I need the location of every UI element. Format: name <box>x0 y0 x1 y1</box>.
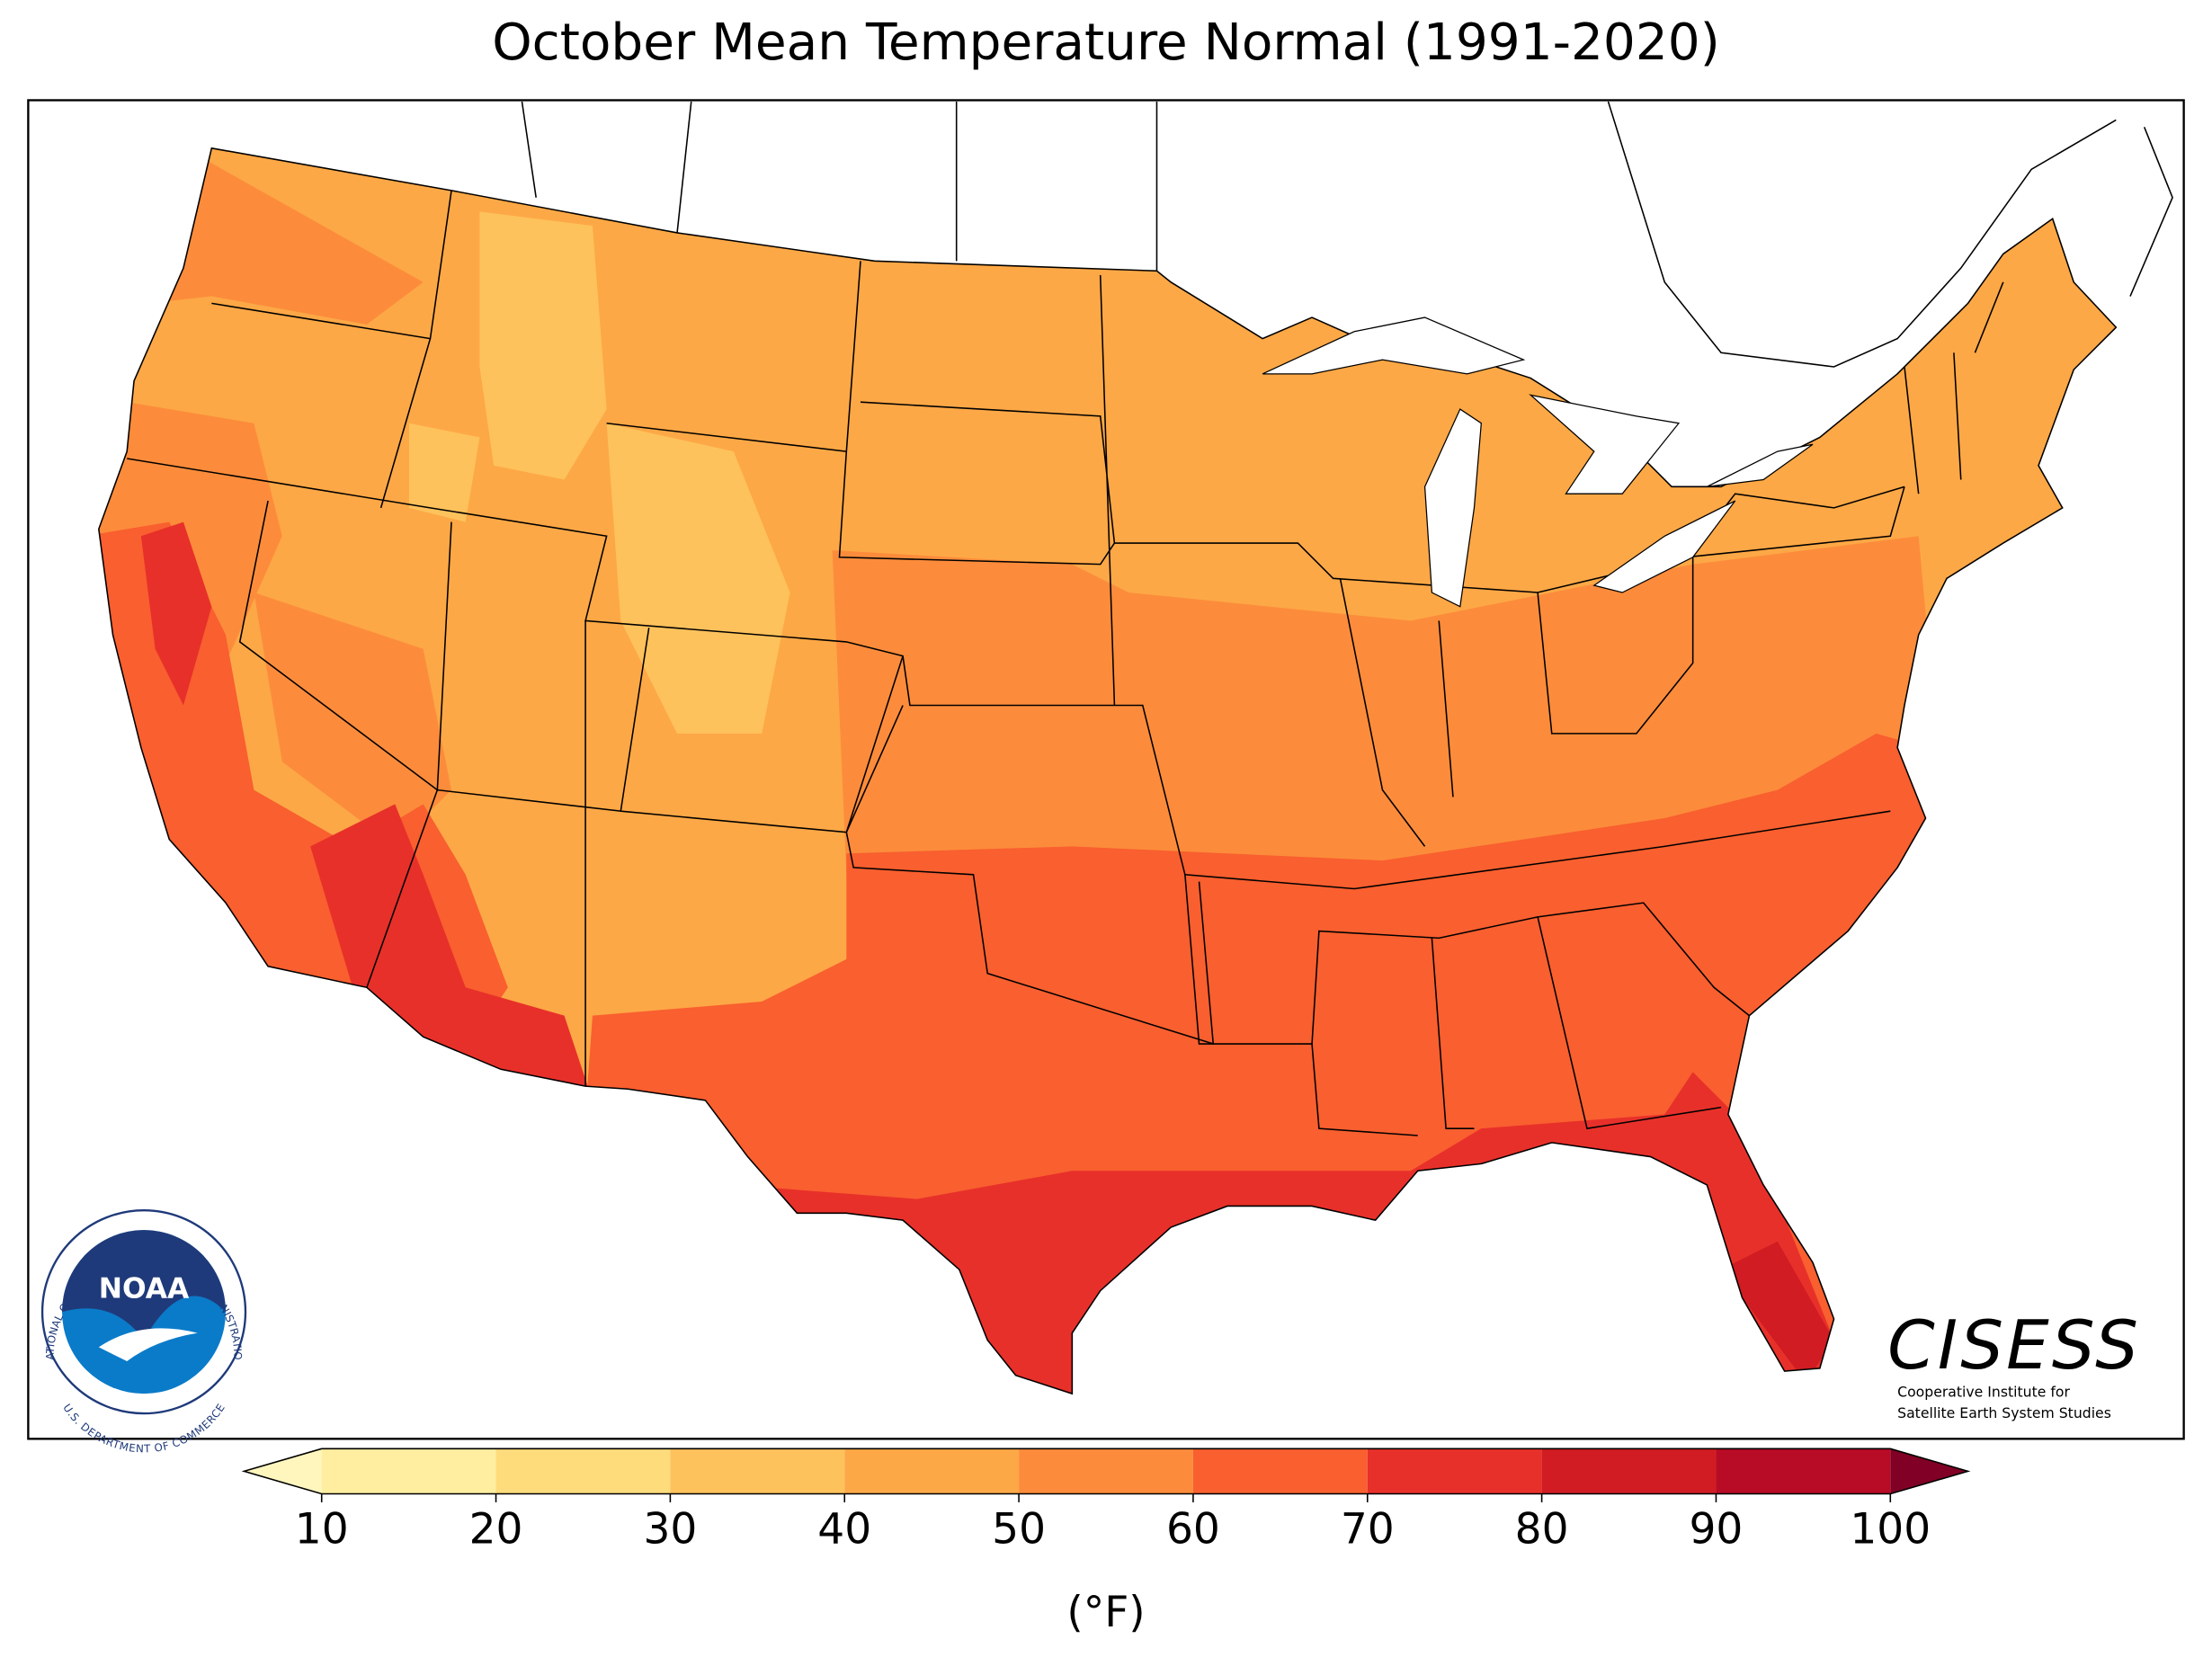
colorbar-tick-label: 70 <box>1341 1504 1395 1554</box>
temperature-zone <box>1721 1241 1834 1383</box>
colorbar-tick-label: 80 <box>1515 1504 1569 1554</box>
colorbar-segment <box>495 1448 671 1494</box>
cisess-line1: Cooperative Institute for <box>1897 1383 2070 1400</box>
colorbar-tick-label: 60 <box>1166 1504 1220 1554</box>
colorbar-tick-label: 30 <box>643 1504 697 1554</box>
colorbar-segment <box>321 1448 496 1494</box>
temperature-zone <box>408 211 790 734</box>
colorbar-tick-label: 90 <box>1690 1504 1744 1554</box>
state-borders <box>127 190 2004 1136</box>
cisess-name: CISESS <box>1887 1305 2141 1385</box>
colorbar-tick-label: 40 <box>817 1504 871 1554</box>
colorbar-tick-label: 20 <box>469 1504 523 1554</box>
title: October Mean Temperature Normal (1991-20… <box>492 13 1720 72</box>
great-lakes <box>1262 316 1814 608</box>
neighbor-borders <box>521 101 2173 368</box>
colorbar-label: (°F) <box>1066 1588 1145 1637</box>
colorbar-segment <box>670 1448 845 1494</box>
colorbar-under <box>244 1448 322 1494</box>
colorbar-tick-label: 50 <box>992 1504 1046 1554</box>
noaa-name: NOAA <box>99 1272 190 1305</box>
colorbar-tick-label: 100 <box>1850 1504 1931 1554</box>
cisess-line2: Satellite Earth System Studies <box>1897 1404 2111 1421</box>
colorbar-segment <box>1716 1448 1891 1494</box>
colorbar-over <box>1890 1448 1968 1494</box>
colorbar-segment <box>1367 1448 1542 1494</box>
cisess-logo: CISESS Cooperative Institute for Satelli… <box>1887 1305 2141 1421</box>
colorbar-segment <box>1541 1448 1717 1494</box>
temperature-zone <box>98 155 1948 875</box>
colorbar-tick-label: 10 <box>295 1504 349 1554</box>
colorbar-segment <box>1019 1448 1193 1494</box>
colorbar: 10 20 30 40 50 60 70 80 90 100 (°F) <box>241 1448 1971 1637</box>
colorbar-segment <box>844 1448 1020 1494</box>
colorbar-segment <box>1192 1448 1368 1494</box>
